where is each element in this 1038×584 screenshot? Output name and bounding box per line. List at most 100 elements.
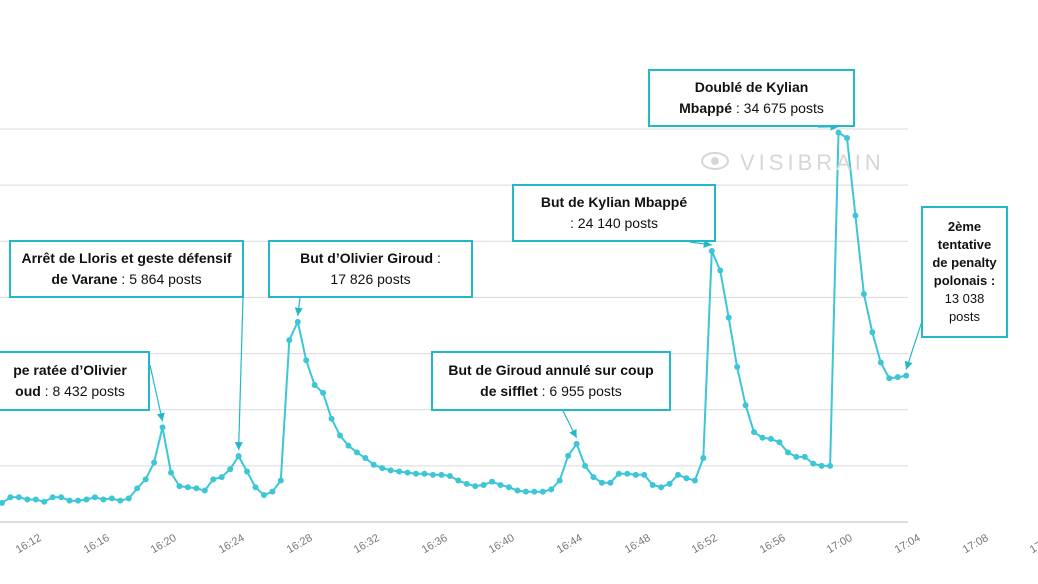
data-point	[514, 487, 521, 494]
data-point	[176, 483, 183, 490]
data-point	[252, 484, 259, 491]
data-point	[607, 479, 614, 486]
data-point	[184, 484, 191, 491]
data-point	[582, 462, 589, 469]
data-point	[565, 452, 572, 459]
data-point	[759, 434, 766, 441]
data-point	[708, 247, 715, 254]
data-point	[218, 474, 225, 481]
data-point	[675, 471, 681, 478]
annotation-lloris-varane: Arrêt de Lloris et geste défensif de Vara…	[9, 240, 244, 298]
data-point	[362, 454, 369, 461]
data-point	[396, 468, 403, 475]
annotation-arrow-line	[149, 364, 164, 422]
data-point	[649, 481, 656, 488]
annotation-giroud-miss: pe ratée d’Olivier oud : 8 432 posts	[0, 351, 150, 411]
data-point	[370, 461, 377, 468]
data-point	[700, 454, 707, 461]
data-point	[776, 439, 783, 446]
annotation-arrow-line	[238, 297, 244, 451]
data-point	[294, 318, 301, 325]
data-point	[438, 471, 445, 478]
data-point	[100, 496, 107, 503]
data-point	[903, 372, 910, 379]
data-point	[387, 467, 394, 474]
data-point	[506, 484, 512, 491]
data-point	[767, 435, 774, 442]
data-point	[142, 476, 149, 483]
data-point	[429, 471, 436, 478]
annotation-text: Doublé de Kylian Mbappé : 34 675 posts	[650, 77, 853, 119]
annotation-giroud-goal: But d’Olivier Giroud :17 826 posts	[268, 240, 473, 298]
data-point	[210, 476, 217, 483]
data-point	[227, 466, 234, 473]
data-point	[108, 495, 115, 502]
data-point	[159, 424, 166, 431]
data-point	[260, 492, 267, 499]
data-point	[58, 494, 65, 501]
data-point	[632, 471, 639, 478]
annotation-label: But de Kylian Mbappé	[540, 194, 688, 210]
data-point	[15, 494, 22, 501]
data-point	[860, 291, 867, 298]
annotation-label: But d’Olivier Giroud	[300, 250, 434, 266]
data-point	[125, 495, 132, 502]
data-point	[24, 496, 31, 503]
data-point	[269, 488, 276, 495]
data-point	[66, 497, 73, 504]
data-point	[548, 486, 555, 493]
annotation-mbappe-double: Doublé de Kylian Mbappé : 34 675 posts	[648, 69, 855, 127]
data-point	[598, 479, 605, 486]
data-point	[328, 415, 335, 422]
data-point	[489, 478, 496, 485]
annotation-text: Arrêt de Lloris et geste défensif de Vara…	[11, 248, 242, 290]
data-point	[244, 468, 251, 475]
data-point	[0, 499, 5, 506]
data-point	[75, 497, 82, 504]
data-point	[531, 488, 538, 495]
data-point	[151, 459, 158, 466]
data-point	[463, 480, 470, 487]
annotation-value: : 8 432 posts	[40, 383, 125, 399]
data-point	[615, 470, 622, 477]
data-point	[539, 488, 546, 495]
annotation-giroud-disallowed: But de Giroud annulé sur coup de sifflet …	[431, 351, 671, 411]
annotation-arrows	[149, 122, 924, 451]
data-point	[353, 449, 360, 456]
data-point	[717, 267, 724, 274]
annotation-label: Doublé de Kylian Mbappé	[679, 79, 809, 116]
watermark-text: VISIBRAIN	[740, 150, 885, 175]
data-point	[886, 375, 893, 382]
annotation-arrow-head	[904, 360, 913, 370]
data-point	[168, 469, 174, 476]
data-point	[641, 471, 648, 478]
data-point	[472, 483, 479, 490]
data-point	[793, 453, 800, 460]
data-point	[556, 477, 563, 484]
data-point	[277, 477, 284, 484]
data-point	[446, 472, 453, 479]
data-point	[91, 494, 98, 501]
data-point	[877, 359, 884, 366]
data-point	[41, 498, 48, 505]
data-point	[869, 329, 876, 336]
data-point	[32, 496, 39, 503]
data-point	[235, 453, 242, 460]
data-point	[844, 134, 850, 141]
annotation-value: : 24 140 posts	[570, 215, 658, 231]
data-point	[658, 484, 665, 491]
annotation-value: : 34 675 posts	[732, 100, 824, 116]
data-point	[201, 487, 208, 494]
data-point	[522, 488, 529, 495]
data-point	[337, 432, 343, 439]
eye-icon	[700, 151, 730, 177]
data-point	[497, 481, 504, 488]
data-point	[404, 469, 411, 476]
annotation-text: 2ème tentative de penalty polonais :13 038 p…	[923, 218, 1006, 326]
data-point	[852, 212, 859, 219]
data-point	[691, 477, 698, 484]
data-point	[818, 462, 825, 469]
data-point	[83, 496, 90, 503]
annotation-value: :17 826 posts	[330, 250, 441, 287]
data-point	[134, 485, 141, 492]
